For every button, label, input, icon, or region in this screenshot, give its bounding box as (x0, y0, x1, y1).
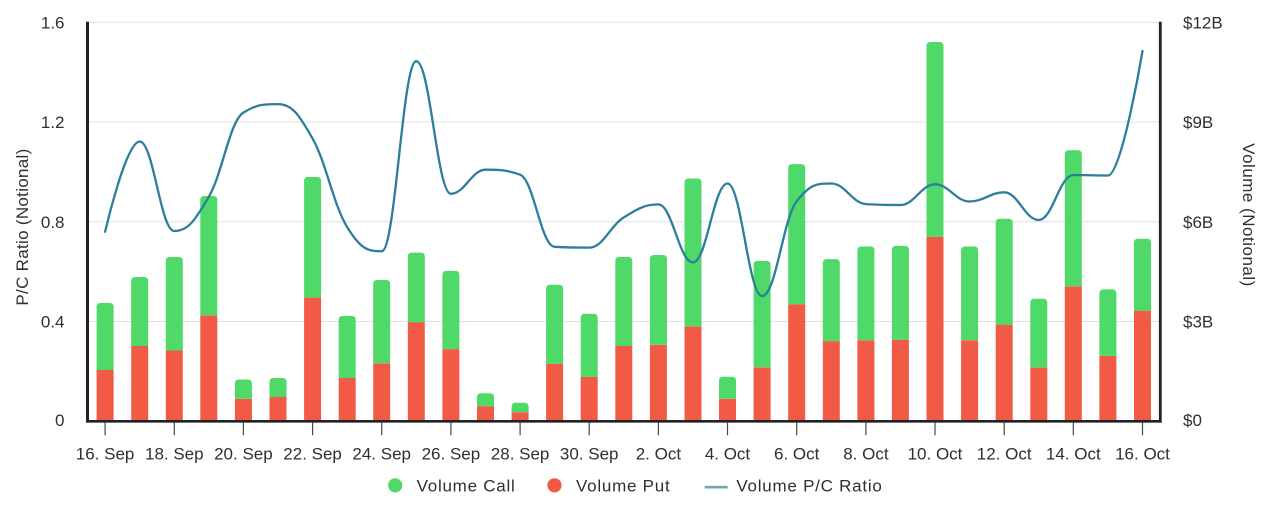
svg-text:24. Sep: 24. Sep (352, 445, 411, 464)
svg-text:$3B: $3B (1183, 313, 1213, 332)
svg-text:P/C Ratio (Notional): P/C Ratio (Notional) (13, 148, 32, 305)
svg-text:0.4: 0.4 (41, 313, 65, 332)
svg-text:10. Oct: 10. Oct (908, 445, 963, 464)
svg-text:1.2: 1.2 (41, 113, 65, 132)
svg-text:12. Oct: 12. Oct (977, 445, 1032, 464)
svg-text:Volume Put: Volume Put (576, 477, 670, 496)
svg-text:20. Sep: 20. Sep (214, 445, 273, 464)
svg-text:1.6: 1.6 (41, 13, 65, 32)
svg-text:0: 0 (55, 411, 64, 430)
svg-text:6. Oct: 6. Oct (774, 445, 820, 464)
svg-text:$0: $0 (1183, 411, 1202, 430)
svg-text:Volume Call: Volume Call (417, 477, 516, 496)
svg-text:28. Sep: 28. Sep (491, 445, 550, 464)
svg-text:2. Oct: 2. Oct (636, 445, 682, 464)
svg-text:Volume (Notional): Volume (Notional) (1239, 143, 1258, 287)
svg-text:8. Oct: 8. Oct (843, 445, 889, 464)
svg-text:Volume P/C Ratio: Volume P/C Ratio (736, 477, 882, 496)
svg-text:0.8: 0.8 (41, 213, 65, 232)
svg-text:4. Oct: 4. Oct (705, 445, 751, 464)
svg-text:30. Sep: 30. Sep (560, 445, 619, 464)
svg-text:22. Sep: 22. Sep (283, 445, 342, 464)
svg-text:16. Oct: 16. Oct (1115, 445, 1170, 464)
svg-text:14. Oct: 14. Oct (1046, 445, 1101, 464)
svg-text:26. Sep: 26. Sep (422, 445, 481, 464)
svg-text:$6B: $6B (1183, 213, 1213, 232)
svg-text:$12B: $12B (1183, 13, 1223, 32)
svg-text:$9B: $9B (1183, 113, 1213, 132)
svg-text:18. Sep: 18. Sep (145, 445, 204, 464)
svg-text:16. Sep: 16. Sep (76, 445, 135, 464)
